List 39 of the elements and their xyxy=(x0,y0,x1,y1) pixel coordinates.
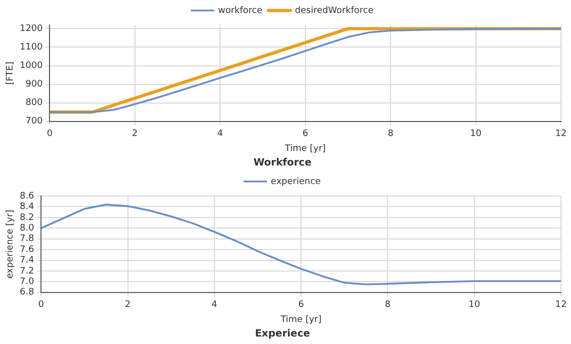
x-tick-label: 12 xyxy=(555,129,567,140)
x-tick-label: 10 xyxy=(470,129,482,140)
y-tick-label: 7.8 xyxy=(20,234,34,244)
x-tick-label: 8 xyxy=(388,129,394,140)
x-tick-label: 8 xyxy=(384,300,391,310)
x-tick-label: 6 xyxy=(302,129,308,140)
legend-label: experience xyxy=(270,176,322,187)
y-tick-label: 700 xyxy=(26,116,43,127)
x-tick-label: 4 xyxy=(217,129,224,140)
y-tick-label: 7.4 xyxy=(20,256,34,266)
x-tick-label: 2 xyxy=(124,300,131,310)
y-axis-title: experience [yr] xyxy=(6,210,16,279)
y-tick-label: 8.6 xyxy=(20,191,34,202)
y-tick-label: 1200 xyxy=(20,24,43,34)
x-tick-label: 2 xyxy=(132,129,138,140)
x-axis-title: Time [yr] xyxy=(284,144,326,154)
x-axis-title: Time [yr] xyxy=(280,314,322,325)
text: Workforce xyxy=(254,158,312,169)
y-tick-label: 900 xyxy=(26,80,43,90)
x-tick-label: 6 xyxy=(298,300,304,310)
y-tick-label: 1000 xyxy=(20,61,43,72)
y-tick-label: 800 xyxy=(26,98,43,108)
x-tick-label: 4 xyxy=(212,300,218,310)
y-axis-title: [FTE] xyxy=(6,62,16,85)
y-tick-label: 6.8 xyxy=(20,288,34,298)
legend-label: desiredWorkforce xyxy=(294,6,374,16)
y-tick-label: 1100 xyxy=(20,42,43,53)
y-tick-label: 7.6 xyxy=(20,244,34,255)
y-tick-label: 8.0 xyxy=(20,223,34,234)
x-tick-label: 0 xyxy=(38,300,44,310)
x-tick-label: 0 xyxy=(46,129,53,140)
x-tick-label: 12 xyxy=(555,300,567,310)
y-tick-label: 8.2 xyxy=(20,212,34,223)
legend-label: workforce xyxy=(218,6,263,16)
text: Experiece xyxy=(254,328,310,340)
y-tick-label: 7.2 xyxy=(20,266,34,276)
x-tick-label: 10 xyxy=(468,300,480,310)
y-tick-label: 8.4 xyxy=(20,202,34,212)
y-tick-label: 7.0 xyxy=(20,277,34,288)
